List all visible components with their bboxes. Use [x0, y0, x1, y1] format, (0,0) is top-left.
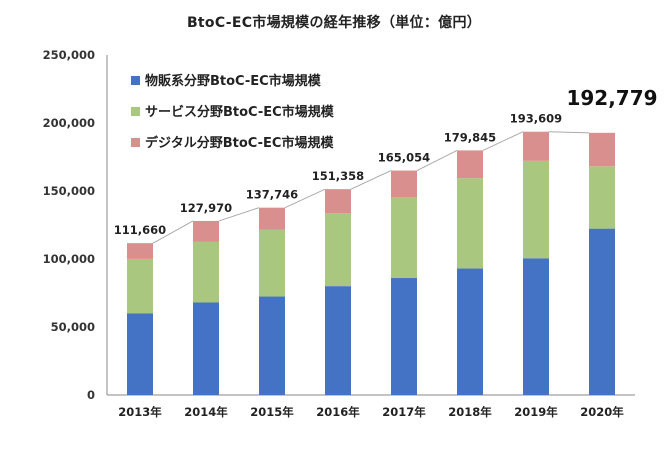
total-connector-line	[416, 149, 458, 171]
total-connector-line	[218, 207, 260, 222]
bar-segment	[391, 278, 417, 395]
total-connector-line	[482, 131, 524, 151]
bar-segment	[259, 296, 285, 395]
total-connector-line	[284, 188, 326, 209]
bar-segment	[589, 166, 615, 229]
bar-segment	[193, 241, 219, 303]
legend: 物販系分野BtoC-EC市場規模サービス分野BtoC-EC市場規模デジタル分野B…	[131, 73, 335, 151]
total-label: 192,779	[566, 86, 657, 110]
x-tick-label: 2020年	[580, 405, 624, 419]
total-label: 179,845	[444, 130, 496, 144]
total-connector-lines	[152, 131, 590, 244]
bar-segment	[259, 207, 285, 230]
y-axis: 0 50,000 100,000 150,000 200,000 250,000	[43, 48, 108, 402]
legend-swatch	[131, 76, 140, 85]
total-label: 165,054	[378, 151, 430, 165]
x-tick-label: 2014年	[184, 405, 228, 419]
bar-segment	[259, 229, 285, 297]
legend-label: デジタル分野BtoC-EC市場規模	[145, 135, 334, 151]
total-label: 111,660	[114, 223, 166, 237]
bar-segment	[589, 228, 615, 395]
total-label: 193,609	[510, 112, 562, 126]
y-tick-label: 250,000	[43, 48, 95, 62]
bar-segment	[325, 286, 351, 395]
x-tick-label: 2018年	[448, 405, 492, 419]
legend-swatch	[131, 107, 140, 116]
y-tick-label: 200,000	[43, 116, 95, 130]
total-label: 127,970	[180, 201, 232, 215]
total-connector-line	[152, 220, 194, 244]
bar-segment	[391, 170, 417, 198]
bar-segment	[457, 150, 483, 179]
y-tick-label: 150,000	[43, 184, 95, 198]
bar-segment	[523, 131, 549, 161]
x-tick-label: 2015年	[250, 405, 294, 419]
bar-segment	[193, 302, 219, 395]
bar-segment	[523, 160, 549, 259]
y-tick-label: 50,000	[51, 320, 95, 334]
bar-segment	[457, 268, 483, 395]
bar-segment	[589, 132, 615, 167]
bars	[127, 131, 615, 395]
legend-label: 物販系分野BtoC-EC市場規模	[145, 73, 322, 89]
x-tick-label: 2019年	[514, 405, 558, 419]
bar-segment	[127, 313, 153, 395]
legend-label: サービス分野BtoC-EC市場規模	[145, 104, 335, 120]
y-tick-label: 100,000	[43, 252, 95, 266]
bar-segment	[127, 243, 153, 259]
x-tick-label: 2013年	[118, 405, 162, 419]
x-tick-label: 2016年	[316, 405, 360, 419]
bar-segment	[193, 220, 219, 242]
total-connector-line	[350, 170, 392, 190]
total-label: 151,358	[312, 169, 364, 183]
bar-segment	[325, 189, 351, 214]
legend-swatch	[131, 138, 140, 147]
total-connector-line	[548, 131, 590, 134]
bar-segment	[457, 178, 483, 269]
chart-title: BtoC-EC市場規模の経年推移（単位：億円）	[186, 15, 482, 31]
bar-segment	[127, 258, 153, 314]
x-axis: 2013年 2014年 2015年 2016年 2017年 2018年 2019年 2020年	[107, 394, 635, 419]
x-tick-label: 2017年	[382, 405, 426, 419]
total-labels: 111,660 127,970 137,746 151,358 165,054 179,8…	[114, 86, 658, 237]
bar-segment	[523, 258, 549, 395]
total-label: 137,746	[246, 188, 298, 202]
bar-segment	[391, 197, 417, 279]
y-tick-label: 0	[87, 388, 95, 402]
bar-segment	[325, 213, 351, 287]
